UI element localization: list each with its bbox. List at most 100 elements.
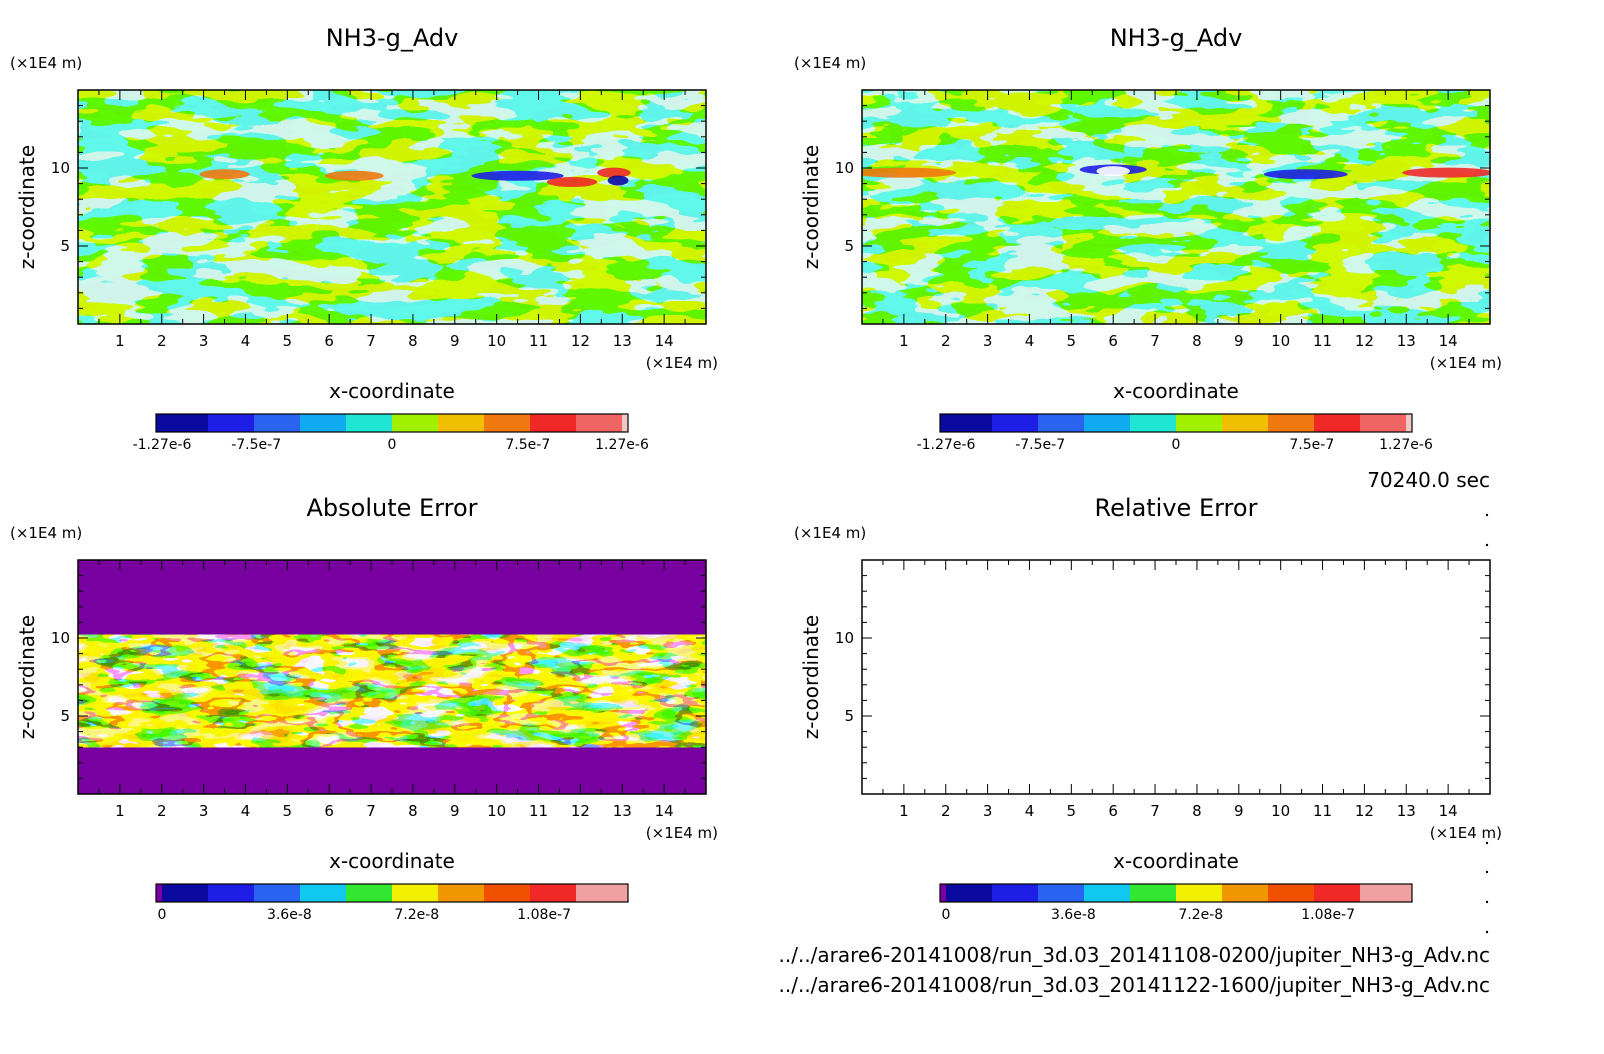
y-tick-label: 5	[844, 707, 854, 725]
x-tick-label: 5	[283, 802, 293, 820]
chart-title: Absolute Error	[306, 494, 477, 522]
colorbar-segment	[484, 884, 531, 902]
x-axis-label: x-coordinate	[329, 379, 455, 403]
colorbar-segment	[300, 414, 347, 432]
x-tick-label: 10	[487, 332, 506, 350]
x-tick-label: 3	[983, 332, 993, 350]
colorbar-segment	[300, 884, 347, 902]
x-tick-label: 8	[408, 802, 418, 820]
colorbar-tick-label: 7.5e-7	[505, 437, 550, 453]
file-path-2: ../../arare6-20141008/run_3d.03_20141122…	[779, 973, 1490, 997]
x-tick-label: 8	[408, 332, 418, 350]
colorbar-segment	[1176, 884, 1223, 902]
y-axis-label: z-coordinate	[15, 145, 39, 269]
x-tick-label: 9	[450, 332, 460, 350]
contour-field	[78, 560, 706, 794]
x-tick-label: 12	[1355, 332, 1374, 350]
x-unit-label: (×1E4 m)	[646, 354, 718, 372]
x-tick-label: 1	[115, 802, 125, 820]
x-unit-label: (×1E4 m)	[1430, 354, 1502, 372]
colorbar-tick-label: 3.6e-8	[1051, 907, 1096, 923]
x-tick-label: 5	[283, 332, 293, 350]
colorbar-segment	[1268, 884, 1315, 902]
colorbar-tick-label: 7.2e-8	[394, 907, 439, 923]
contour-field	[862, 90, 1490, 324]
colorbar-segment	[438, 414, 485, 432]
colorbar-segment	[484, 414, 531, 432]
contour-field	[78, 90, 706, 324]
x-tick-label: 13	[1397, 802, 1416, 820]
x-tick-label: 11	[529, 332, 548, 350]
colorbar-segment	[162, 884, 209, 902]
y-unit-label: (×1E4 m)	[10, 54, 82, 72]
x-tick-label: 2	[941, 802, 951, 820]
colorbar-segment	[576, 884, 623, 902]
x-tick-label: 3	[199, 332, 209, 350]
colorbar-segment	[1360, 414, 1407, 432]
x-tick-label: 7	[1150, 802, 1160, 820]
y-tick-label: 10	[835, 629, 854, 647]
colorbar-segment	[946, 414, 993, 432]
colorbar-segment	[208, 414, 255, 432]
x-tick-label: 9	[450, 802, 460, 820]
colorbar-segment	[992, 884, 1039, 902]
x-tick-label: 6	[1108, 802, 1118, 820]
x-tick-label: 3	[199, 802, 209, 820]
colorbar-tick-label: 0	[158, 907, 167, 923]
x-tick-label: 6	[324, 802, 334, 820]
x-tick-label: 14	[655, 802, 674, 820]
colorbar-tick-label: 7.5e-7	[1289, 437, 1334, 453]
x-tick-label: 4	[1025, 332, 1035, 350]
colorbar-tick-label: 1.27e-6	[595, 437, 649, 453]
x-tick-label: 3	[983, 802, 993, 820]
x-tick-label: 11	[1313, 802, 1332, 820]
x-tick-label: 10	[1271, 332, 1290, 350]
y-tick-label: 5	[60, 707, 70, 725]
x-unit-label: (×1E4 m)	[646, 824, 718, 842]
colorbar-tick-label: 3.6e-8	[267, 907, 312, 923]
colorbar-tick-label: 0	[1172, 437, 1181, 453]
colorbar: -1.27e-6 -7.5e-7 0 7.5e-7 1.27e-6	[133, 413, 649, 453]
colorbar-segment	[346, 884, 393, 902]
chart-title: Relative Error	[1095, 494, 1258, 522]
colorbar-segment	[1130, 884, 1177, 902]
x-tick-label: 7	[366, 802, 376, 820]
y-axis-label: z-coordinate	[15, 615, 39, 739]
chart-title: NH3-g_Adv	[326, 24, 459, 52]
colorbar-segment	[1314, 884, 1361, 902]
x-axis-label: x-coordinate	[329, 849, 455, 873]
colorbar-tick-label: -1.27e-6	[133, 437, 192, 453]
colorbar-segment	[1222, 414, 1269, 432]
edge-dots	[1485, 513, 1489, 934]
colorbar-tick-label: -7.5e-7	[1015, 437, 1065, 453]
x-tick-label: 4	[241, 802, 251, 820]
y-unit-label: (×1E4 m)	[794, 54, 866, 72]
x-tick-label: 6	[1108, 332, 1118, 350]
colorbar: 0 3.6e-8 7.2e-8 1.08e-7	[939, 883, 1413, 923]
x-tick-label: 11	[529, 802, 548, 820]
x-tick-label: 12	[1355, 802, 1374, 820]
contour-field	[862, 560, 1490, 794]
x-tick-label: 14	[1439, 802, 1458, 820]
colorbar-segment	[1084, 414, 1131, 432]
y-tick-label: 10	[51, 159, 70, 177]
x-tick-label: 10	[1271, 802, 1290, 820]
time-label: 70240.0 sec	[1367, 468, 1490, 492]
x-tick-label: 8	[1192, 332, 1202, 350]
x-tick-label: 14	[1439, 332, 1458, 350]
colorbar-tick-label: -1.27e-6	[917, 437, 976, 453]
colorbar-tick-label: 1.27e-6	[1379, 437, 1433, 453]
x-tick-label: 1	[899, 802, 909, 820]
x-tick-label: 12	[571, 332, 590, 350]
colorbar-segment	[1038, 414, 1085, 432]
colorbar-segment	[254, 414, 301, 432]
y-unit-label: (×1E4 m)	[794, 524, 866, 542]
colorbar-segment	[576, 414, 623, 432]
x-tick-label: 10	[487, 802, 506, 820]
colorbar-segment	[530, 884, 577, 902]
